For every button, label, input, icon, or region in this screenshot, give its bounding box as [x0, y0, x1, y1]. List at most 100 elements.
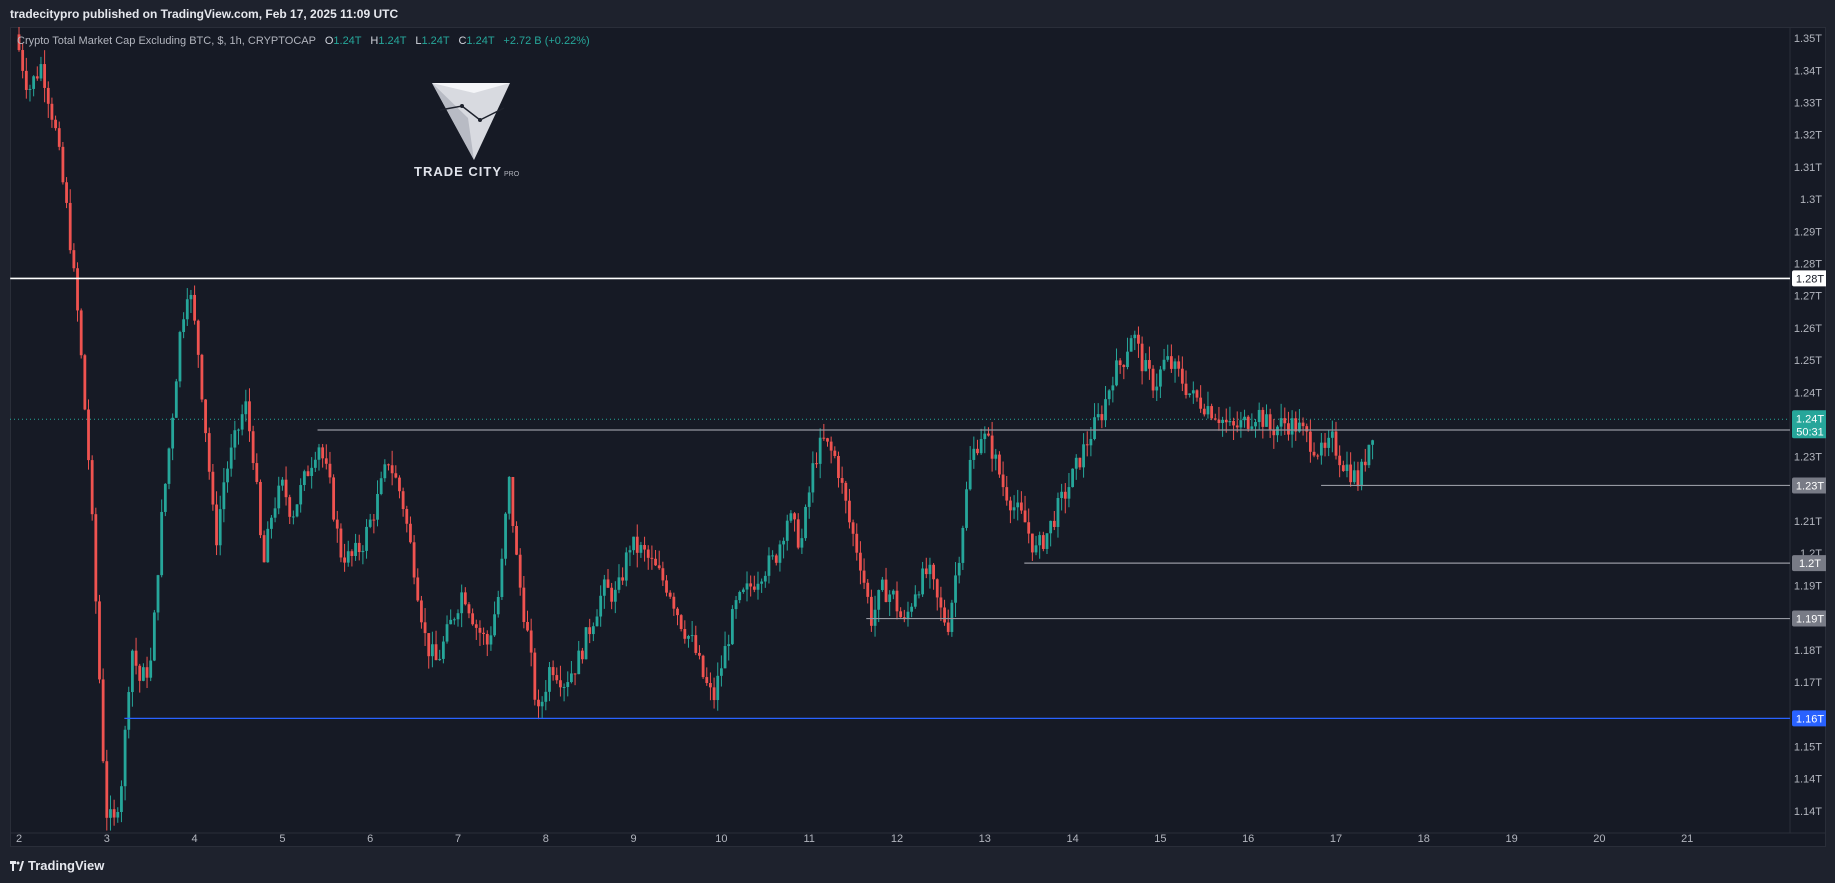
candle-body: [1367, 444, 1371, 466]
candle-body: [471, 613, 475, 625]
candle-body: [449, 619, 453, 625]
candle-body: [87, 409, 90, 461]
candle-body: [774, 555, 778, 563]
y-tick-label: 1.29T: [1794, 226, 1822, 238]
candle-body: [299, 485, 303, 505]
x-tick-label: 11: [803, 833, 814, 845]
candle-body: [1257, 409, 1261, 423]
candle-body: [540, 701, 544, 707]
candle-body: [551, 667, 555, 676]
candle-body: [134, 650, 138, 666]
candle-body: [767, 555, 771, 576]
candle-body: [405, 509, 409, 524]
candle-body: [1195, 390, 1199, 398]
candle-body: [829, 441, 833, 451]
candle-body: [68, 202, 72, 251]
candle-body: [599, 595, 603, 617]
candle-body: [1330, 431, 1334, 438]
candle-body: [365, 526, 368, 551]
candle-body: [760, 581, 764, 584]
candle-body: [741, 589, 745, 593]
candle-body: [306, 471, 310, 476]
x-tick-label: 18: [1418, 833, 1430, 845]
logo-name: TRADE CITY: [414, 164, 502, 179]
candle-body: [182, 319, 186, 333]
candle-body: [1338, 455, 1342, 466]
candle-body: [884, 579, 888, 602]
candle-body: [1159, 369, 1162, 387]
brand-label: TradingView: [28, 858, 105, 873]
candle-body: [291, 516, 295, 518]
candle-body: [533, 652, 537, 700]
candle-body: [1308, 431, 1312, 452]
candle-body: [387, 464, 390, 466]
candle-body: [526, 621, 529, 631]
x-tick-label: 5: [279, 833, 285, 845]
candle-body: [43, 64, 47, 88]
candle-body: [178, 332, 182, 382]
candle-body: [840, 478, 844, 483]
level-price-tag: [1792, 610, 1826, 627]
y-tick-label: 1.33T: [1794, 97, 1822, 109]
candle-body: [987, 433, 990, 436]
candle-body: [1151, 368, 1155, 391]
candle-body: [712, 687, 716, 701]
candle-body: [537, 699, 540, 707]
candle-body: [1202, 408, 1206, 415]
open-label: O: [324, 35, 334, 47]
candle-body: [270, 517, 273, 529]
candle-body: [888, 594, 892, 602]
candle-body: [1319, 442, 1323, 456]
candle-body: [324, 458, 328, 464]
candle-body: [676, 608, 679, 616]
current-price-label: 1.24T: [1796, 413, 1824, 425]
candle-body: [416, 577, 420, 601]
candle-body: [796, 519, 800, 548]
x-tick-label: 4: [192, 833, 198, 845]
level-price-tag: [1792, 710, 1826, 727]
candle-body: [1184, 383, 1188, 395]
candle-body: [672, 596, 676, 609]
candle-body: [1265, 414, 1268, 427]
candle-body: [1349, 464, 1353, 483]
x-tick-label: 6: [367, 833, 373, 845]
candle-body: [200, 354, 204, 400]
candle-body: [123, 729, 127, 787]
candle-body: [668, 592, 672, 597]
candle-body: [1071, 468, 1074, 488]
candle-body: [1301, 422, 1305, 427]
candle-body: [573, 673, 577, 675]
candle-body: [935, 579, 939, 598]
candle-body: [1294, 418, 1298, 432]
candle-body: [1239, 420, 1243, 428]
candle-body: [61, 146, 65, 183]
candle-body: [434, 644, 438, 661]
candle-body: [1129, 338, 1133, 352]
level-price-tag: [1792, 555, 1826, 572]
tradingview-brand[interactable]: TradingView: [10, 858, 104, 873]
candle-body: [559, 680, 562, 688]
candle-body: [848, 500, 851, 523]
candle-body: [317, 447, 321, 460]
y-tick-label: 1.24T: [1794, 387, 1822, 399]
candle-body: [778, 544, 782, 563]
candle-body: [226, 468, 229, 483]
candle-body: [1312, 451, 1316, 456]
candle-body: [548, 667, 551, 692]
candle-body: [965, 489, 968, 528]
price-chart[interactable]: 1.14T1.14T1.15T1.16T1.17T1.18T1.18T1.19T…: [10, 27, 1826, 847]
candle-body: [383, 464, 387, 479]
x-tick-label: 8: [543, 833, 549, 845]
candle-body: [1038, 535, 1042, 546]
candle-body: [1001, 474, 1005, 488]
candle-body: [149, 660, 153, 678]
candle-body: [643, 545, 646, 550]
x-tick-label: 12: [891, 833, 903, 845]
publisher-line: tradecitypro published on TradingView.co…: [10, 7, 399, 21]
candle-body: [511, 476, 515, 526]
candle-body: [372, 519, 376, 521]
candle-body: [800, 538, 804, 548]
candle-body: [913, 594, 917, 607]
candle-body: [1082, 444, 1085, 468]
top-bar: tradecitypro published on TradingView.co…: [0, 0, 1835, 28]
